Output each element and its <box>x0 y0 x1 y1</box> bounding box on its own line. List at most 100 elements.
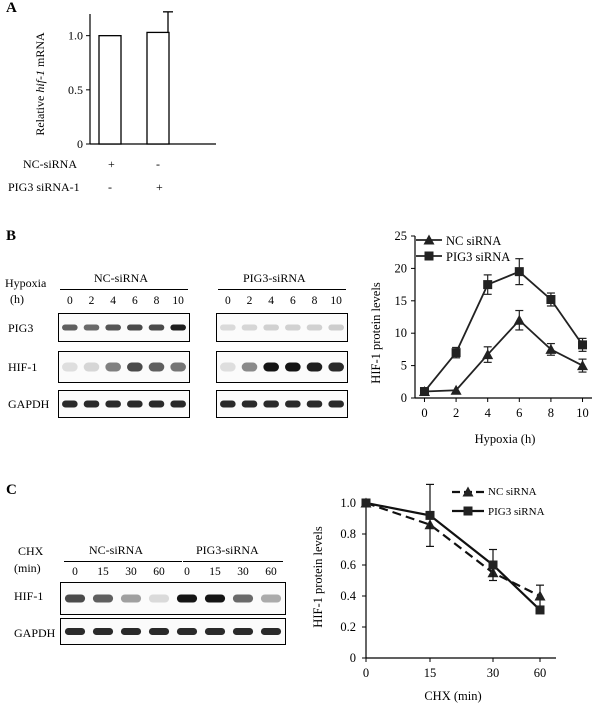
data-point <box>513 314 525 325</box>
blot-band <box>328 400 344 408</box>
blot-b-group-pig3: PIG3-siRNA <box>243 271 306 285</box>
blot-band <box>148 362 165 372</box>
condition-mark: - <box>156 157 160 171</box>
x-tick-label: 4 <box>485 406 492 420</box>
x-tick-label: 10 <box>576 406 589 420</box>
blot-band <box>328 324 344 331</box>
blot-c-row-label: HIF-1 <box>14 589 44 603</box>
y-tick-label: 1.0 <box>340 496 356 510</box>
blot-band <box>105 400 121 408</box>
y-tick-label: 1.0 <box>68 29 83 43</box>
blot-band <box>127 400 143 408</box>
blot-band <box>120 628 142 635</box>
blot-band <box>148 594 170 603</box>
blot-band <box>176 628 198 635</box>
lane-label: 0 <box>72 566 78 578</box>
panel-b-xlabel: Hypoxia (h) <box>475 432 536 446</box>
blot-b-row-label: GAPDH <box>8 397 50 411</box>
blot-band <box>306 400 323 408</box>
lane-label: 6 <box>131 295 138 307</box>
y-tick-label: 0.6 <box>340 558 356 572</box>
lane-label: 15 <box>97 566 109 578</box>
blot-band <box>176 594 198 603</box>
data-point <box>419 387 429 397</box>
blot-band <box>263 324 279 331</box>
data-point <box>482 349 494 360</box>
blot-band <box>220 324 236 331</box>
data-point <box>463 506 473 516</box>
series-line <box>423 270 584 393</box>
lane-label: 4 <box>268 295 275 307</box>
blot-c-group-pig3-line <box>183 561 283 562</box>
blot-band <box>263 400 279 408</box>
x-tick-label: 6 <box>516 406 522 420</box>
blot-band <box>62 400 78 408</box>
lane-label: 0 <box>184 566 190 578</box>
y-tick-label: 20 <box>395 261 408 275</box>
blot-band <box>127 324 143 331</box>
blot-b-hif1-nc <box>58 351 190 383</box>
blot-b-group-nc: NC-siRNA <box>94 271 149 285</box>
lane-label: 10 <box>172 295 184 307</box>
panel-c-xlabel: CHX (min) <box>424 689 481 703</box>
data-point <box>535 605 545 615</box>
lane-label: 6 <box>289 295 296 307</box>
blot-band <box>83 362 100 372</box>
blot-band <box>64 594 86 603</box>
panel-b-chart: HIF-1 protein levels Hypoxia (h) 0 5 10 15 2… <box>369 229 592 446</box>
blot-band <box>220 362 236 372</box>
x-tick-label: 8 <box>548 406 554 420</box>
blot-b-treatment-label: Hypoxia <box>5 276 47 290</box>
blot-band <box>204 594 226 603</box>
data-point <box>450 384 462 395</box>
blot-b-pig3-pig3 <box>216 313 348 342</box>
blot-band <box>220 400 236 408</box>
blot-b-pig3-nc <box>58 313 190 342</box>
blot-b-gapdh-pig3 <box>216 390 348 418</box>
lane-label: 2 <box>88 295 95 307</box>
blot-band <box>92 594 114 603</box>
blot-b-row-label: PIG3 <box>8 321 34 335</box>
panel-a-chart: Relative hif-1 mRNA 0 0.5 1.0 <box>33 11 216 151</box>
blot-band <box>105 324 121 331</box>
y-tick-label: 0.4 <box>340 589 356 603</box>
blot-band <box>127 362 143 372</box>
y-tick-label: 25 <box>395 229 408 243</box>
y-tick-label: 5 <box>401 359 407 373</box>
blot-band <box>241 400 258 408</box>
condition-label-nc-sirna: NC-siRNA <box>23 157 78 171</box>
y-tick-label: 0.8 <box>340 527 356 541</box>
lane-label: 30 <box>125 566 137 578</box>
data-point <box>546 295 556 305</box>
blot-band <box>232 628 254 635</box>
condition-mark: + <box>156 180 163 194</box>
x-tick-label: 15 <box>424 666 437 680</box>
y-tick-label: 0 <box>401 391 407 405</box>
panel-a-ylabel: Relative hif-1 mRNA <box>33 32 47 136</box>
panel-c-ylabel: HIF-1 protein levels <box>311 526 325 628</box>
blot-band <box>260 594 282 603</box>
data-point <box>577 360 589 371</box>
blot-band <box>83 324 100 331</box>
blot-band <box>328 362 344 372</box>
lane-label: 2 <box>246 295 253 307</box>
data-point <box>462 486 474 497</box>
blot-band <box>105 362 121 372</box>
data-point <box>483 280 493 290</box>
blot-band <box>285 362 301 372</box>
blot-band <box>306 362 323 372</box>
y-tick-label: 0.5 <box>68 83 83 97</box>
data-point <box>514 267 524 277</box>
blot-band <box>62 362 78 372</box>
data-point <box>488 560 498 570</box>
lane-label: 0 <box>224 295 231 307</box>
blot-c-group-nc-line <box>64 561 182 562</box>
blot-band <box>148 400 165 408</box>
blot-band <box>204 628 226 635</box>
legend-nc-sirna: NC siRNA <box>446 234 501 248</box>
panel-b-letter: B <box>6 228 17 244</box>
blot-b-group-pig3-line <box>218 289 346 290</box>
blot-band <box>241 324 258 331</box>
panel-c-chart: HIF-1 protein levels CHX (min) 0 0.2 0.4 0.… <box>311 483 556 703</box>
blot-band <box>64 628 86 635</box>
